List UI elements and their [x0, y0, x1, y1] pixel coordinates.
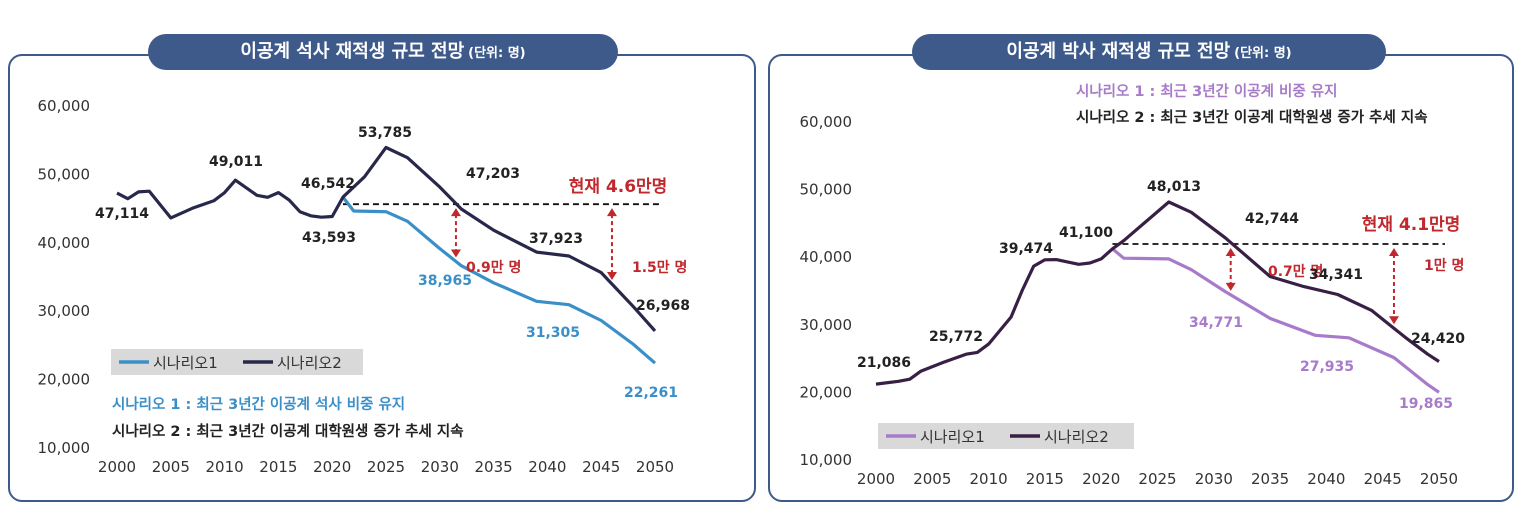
x-tick-label: 2045 [1364, 470, 1402, 488]
x-tick-label: 2005 [152, 458, 190, 476]
y-tick-label: 30,000 [38, 302, 91, 320]
data-label-i: 38,965 [418, 273, 472, 289]
gap-arrow-end-arrowhead-up [1388, 248, 1399, 257]
gap-mid-label: 0.7만 명 [1268, 263, 1323, 280]
data-label-c: 39,474 [999, 241, 1053, 257]
gap-arrow-end-arrowhead-up [606, 208, 617, 217]
x-tick-label: 2050 [636, 458, 674, 476]
x-tick-label: 2020 [1082, 470, 1120, 488]
masters-chart-panel [8, 54, 756, 502]
gap-arrow-mid-arrowhead-down [450, 249, 461, 258]
x-tick-label: 2010 [970, 470, 1008, 488]
x-tick-label: 2040 [528, 458, 566, 476]
y-tick-label: 50,000 [38, 165, 91, 183]
gap-mid-label: 0.9만 명 [466, 259, 521, 276]
legend-label-2: 시나리오2 [1044, 428, 1109, 446]
legend-box [878, 423, 1134, 449]
scenario-note-2: 시나리오 2 : 최근 3년간 이공계 대학원생 증가 추세 지속 [1076, 108, 1428, 126]
data-label-i: 34,771 [1189, 315, 1243, 331]
data-label-b: 25,772 [929, 329, 983, 345]
data-label-d: 43,593 [302, 230, 356, 246]
x-tick-label: 2045 [582, 458, 620, 476]
y-tick-label: 60,000 [38, 97, 91, 115]
gap-end-label: 1.5만 명 [632, 259, 687, 276]
gap-arrow-mid-arrowhead-up [450, 208, 461, 217]
legend-label-1: 시나리오1 [920, 428, 985, 446]
x-tick-label: 2050 [1420, 470, 1458, 488]
doctoral-line-chart: 60,000 50,000 40,000 30,000 20,000 10,0002000… [800, 82, 1466, 488]
x-tick-label: 2035 [475, 458, 513, 476]
gap-arrow-end-arrowhead-down [606, 271, 617, 280]
current-level-label: 현재 4.1만명 [1362, 215, 1461, 235]
data-label-k: 22,261 [624, 385, 678, 401]
data-label-g: 37,923 [529, 231, 583, 247]
data-label-b: 49,011 [209, 154, 263, 170]
x-tick-label: 2000 [98, 458, 136, 476]
gap-arrow-mid-arrowhead-up [1225, 248, 1236, 257]
x-tick-label: 2005 [913, 470, 951, 488]
x-tick-label: 2015 [259, 458, 297, 476]
x-tick-label: 2030 [421, 458, 459, 476]
data-label-e: 53,785 [358, 125, 412, 141]
gap-end-label: 1만 명 [1424, 257, 1464, 274]
y-tick-label: 30,000 [800, 316, 853, 334]
y-tick-label: 50,000 [800, 181, 853, 199]
y-tick-label: 60,000 [800, 113, 853, 131]
masters-chart-title: 이공계 석사 재적생 규모 전망 (단위: 명) [148, 34, 618, 70]
data-label-j: 27,935 [1300, 359, 1354, 375]
x-tick-label: 2030 [1195, 470, 1233, 488]
series-line-2 [875, 200, 1440, 386]
x-tick-label: 2010 [206, 458, 244, 476]
y-tick-label: 20,000 [38, 371, 91, 389]
series-line-1 [1111, 247, 1440, 394]
y-tick-label: 40,000 [38, 234, 91, 252]
data-label-f: 42,744 [1245, 211, 1299, 227]
x-tick-label: 2020 [313, 458, 351, 476]
masters-unit-text: (단위: 명) [468, 46, 526, 61]
masters-title-text: 이공계 석사 재적생 규모 전망 [240, 41, 465, 62]
legend-box [111, 349, 363, 375]
y-tick-label: 10,000 [38, 439, 91, 457]
data-label-a: 21,086 [857, 355, 911, 371]
data-label-g: 34,341 [1309, 267, 1363, 283]
data-label-d: 41,100 [1059, 225, 1113, 241]
series-line-1 [341, 196, 657, 365]
current-level-label: 현재 4.6만명 [569, 177, 668, 197]
doctoral-chart-title: 이공계 박사 재적생 규모 전망 (단위: 명) [912, 34, 1386, 70]
x-tick-label: 2035 [1251, 470, 1289, 488]
x-tick-label: 2025 [1138, 470, 1176, 488]
x-tick-label: 2025 [367, 458, 405, 476]
scenario-note-1: 시나리오 1 : 최근 3년간 이공계 석사 비중 유지 [112, 395, 405, 413]
x-tick-label: 2015 [1026, 470, 1064, 488]
data-label-a: 47,114 [95, 206, 149, 222]
scenario-note-1: 시나리오 1 : 최근 3년간 이공계 비중 유지 [1076, 82, 1337, 100]
doctoral-title-text: 이공계 박사 재적생 규모 전망 [1006, 41, 1231, 62]
legend-label-1: 시나리오1 [153, 354, 218, 372]
y-tick-label: 10,000 [800, 451, 853, 469]
x-tick-label: 2040 [1307, 470, 1345, 488]
data-label-e: 48,013 [1147, 179, 1201, 195]
y-tick-label: 40,000 [800, 248, 853, 266]
gap-arrow-end-arrowhead-down [1388, 316, 1399, 325]
data-label-h: 26,968 [636, 298, 690, 314]
doctoral-unit-text: (단위: 명) [1234, 46, 1292, 61]
series-line-2 [116, 145, 657, 332]
y-tick-label: 20,000 [800, 383, 853, 401]
scenario-note-2: 시나리오 2 : 최근 3년간 이공계 대학원생 증가 추세 지속 [112, 422, 464, 440]
gap-arrow-mid-arrowhead-down [1225, 282, 1236, 291]
data-label-k: 19,865 [1399, 396, 1453, 412]
masters-line-chart: 60,000 50,000 40,000 30,000 20,000 10,000 2000… [38, 97, 691, 476]
x-tick-label: 2000 [857, 470, 895, 488]
data-label-f: 47,203 [466, 166, 520, 182]
data-label-h: 24,420 [1411, 331, 1465, 347]
data-label-j: 31,305 [526, 325, 580, 341]
data-label-c: 46,542 [301, 176, 355, 192]
legend-label-2: 시나리오2 [277, 354, 342, 372]
